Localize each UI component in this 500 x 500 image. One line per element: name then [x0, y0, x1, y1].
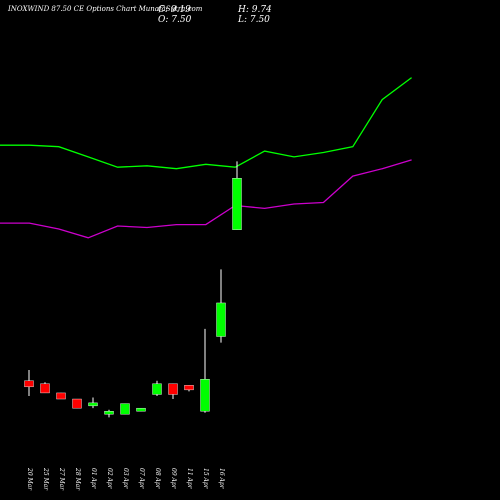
- x-tick-label: 02 Apr: [106, 468, 113, 490]
- x-tick-label: 08 Apr: [154, 468, 161, 490]
- candle-body: [56, 392, 66, 400]
- x-tick-label: 11 Apr: [186, 468, 193, 490]
- candle-body: [184, 385, 194, 391]
- x-tick-label: 27 Mar: [58, 467, 65, 491]
- x-tick-label: 20 Mar: [26, 467, 33, 491]
- candle-body: [168, 383, 178, 395]
- candle: [104, 409, 114, 418]
- candle: [168, 383, 178, 400]
- candle: [72, 398, 82, 409]
- candle: [40, 382, 50, 394]
- candles: [24, 161, 242, 418]
- x-tick-label: 15 Apr: [202, 468, 209, 490]
- low-value: L: 7.50: [238, 15, 270, 25]
- candle: [56, 392, 66, 400]
- candle-body: [24, 380, 34, 388]
- high-value: H: 9.74: [238, 5, 272, 15]
- ma-slow-line: [0, 159, 412, 239]
- candle: [120, 403, 130, 415]
- candle-body: [72, 398, 82, 409]
- candle-body: [200, 379, 210, 412]
- x-tick-label: 07 Apr: [138, 468, 145, 490]
- open-value: O: 7.50: [158, 15, 192, 25]
- candle-body: [136, 407, 146, 412]
- candle-body: [104, 411, 114, 415]
- candle: [136, 407, 146, 412]
- x-tick-label: 25 Mar: [42, 467, 49, 491]
- candle: [200, 328, 210, 413]
- candle: [216, 269, 226, 343]
- candle: [232, 161, 242, 230]
- candle-body: [120, 403, 130, 415]
- close-value: C: 9.19: [158, 5, 191, 15]
- candle: [184, 385, 194, 392]
- candle: [88, 397, 98, 409]
- x-tick-label: 01 Apr: [90, 468, 97, 490]
- moving-averages: [0, 77, 412, 239]
- candle: [152, 380, 162, 396]
- x-tick-label: 09 Apr: [170, 468, 177, 490]
- candle-body: [216, 302, 226, 337]
- chart-title: INOXWIND 87.50 CE Options Chart MunafaSu…: [8, 5, 203, 13]
- candle-body: [88, 402, 98, 407]
- ma-fast-line: [0, 77, 412, 170]
- candle-body: [232, 178, 242, 230]
- x-tick-label: 28 Mar: [74, 467, 81, 491]
- x-tick-label: 03 Apr: [122, 468, 129, 490]
- candle-body: [40, 383, 50, 394]
- candle: [24, 370, 34, 396]
- x-axis-labels: 20 Mar 25 Mar 27 Mar 28 Mar 01 Apr 02 Apr 03 A…: [26, 467, 225, 491]
- x-tick-label: 16 Apr: [218, 468, 225, 490]
- candle-body: [152, 383, 162, 395]
